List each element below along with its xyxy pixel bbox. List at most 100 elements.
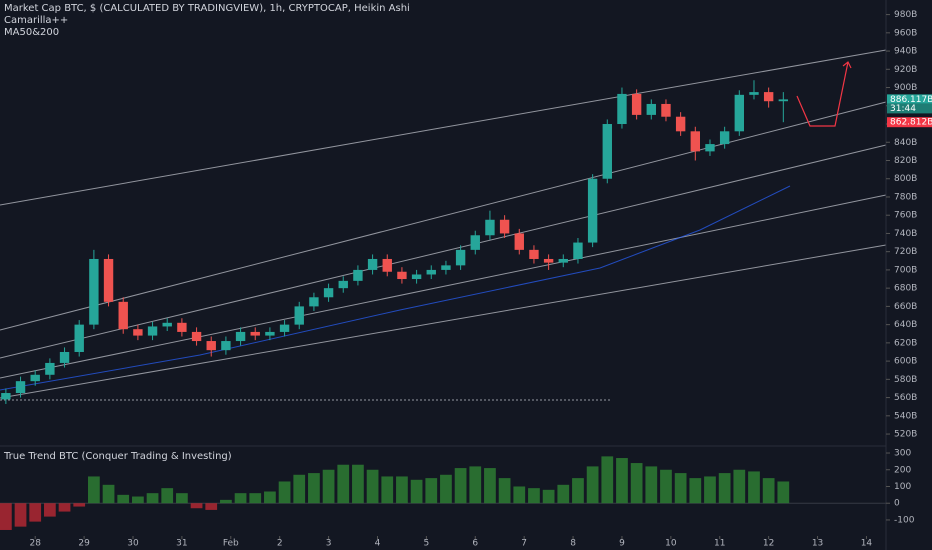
osc-bar bbox=[704, 476, 716, 504]
osc-bar bbox=[425, 478, 438, 504]
candle-body bbox=[250, 331, 260, 336]
candle-body bbox=[441, 265, 451, 270]
x-tick-label: 13 bbox=[812, 539, 823, 549]
candle-body bbox=[133, 329, 143, 336]
price-label: 886.117B bbox=[890, 95, 932, 105]
osc-bar bbox=[352, 464, 364, 504]
osc-bar bbox=[293, 474, 306, 504]
candle-body bbox=[1, 393, 11, 400]
x-tick-label: 2 bbox=[277, 539, 283, 549]
candle-body bbox=[279, 324, 290, 332]
x-tick-label: 9 bbox=[619, 539, 625, 549]
candle-body bbox=[749, 92, 759, 95]
arrow-head bbox=[842, 61, 852, 69]
candle-body bbox=[602, 124, 612, 179]
projection-arrow bbox=[796, 61, 849, 127]
y-tick-label: 940B bbox=[894, 47, 917, 57]
osc-bar bbox=[513, 486, 526, 504]
x-tick-label: 4 bbox=[375, 539, 381, 549]
candle-body bbox=[30, 374, 40, 382]
osc-bar bbox=[748, 471, 760, 504]
candle-body bbox=[778, 99, 789, 102]
candle-body bbox=[367, 258, 378, 270]
y-tick-label: 660B bbox=[894, 302, 917, 312]
osc-bar bbox=[484, 468, 496, 504]
candle-body bbox=[338, 280, 348, 289]
osc-bar bbox=[440, 474, 452, 504]
y-tick-label: 540B bbox=[894, 411, 917, 421]
osc-bar bbox=[469, 466, 482, 504]
price-label-box bbox=[887, 94, 932, 105]
y-tick-label: 900B bbox=[894, 83, 917, 93]
osc-bar bbox=[234, 493, 247, 504]
osc-bar bbox=[733, 469, 746, 504]
candle-body bbox=[177, 322, 187, 332]
osc-bar bbox=[117, 494, 130, 504]
price-label-box bbox=[887, 103, 932, 114]
candle-body bbox=[617, 93, 627, 125]
x-tick-label: 31 bbox=[176, 539, 187, 549]
osc-bar bbox=[264, 491, 276, 504]
candle-body bbox=[455, 249, 466, 266]
candle-body bbox=[411, 274, 422, 280]
candle-body bbox=[118, 301, 128, 330]
candle-body bbox=[265, 331, 275, 336]
x-tick-label: 12 bbox=[763, 539, 774, 549]
osc-bar bbox=[102, 484, 115, 504]
candle-body bbox=[191, 331, 202, 342]
osc-bar bbox=[278, 481, 291, 504]
osc-bar bbox=[58, 503, 71, 512]
candle-body bbox=[15, 381, 26, 394]
indicator-label: Camarilla++ bbox=[4, 15, 68, 26]
x-tick-label: 14 bbox=[861, 539, 873, 549]
x-tick-label: 6 bbox=[472, 539, 478, 549]
candle-body bbox=[470, 235, 480, 250]
candle-body bbox=[631, 93, 642, 115]
osc-bar bbox=[762, 478, 775, 504]
osc-bar bbox=[176, 493, 188, 504]
y-tick-label: 600B bbox=[894, 357, 917, 367]
candle-body bbox=[294, 306, 304, 325]
osc-bar bbox=[689, 478, 702, 504]
y-tick-label: 800B bbox=[894, 174, 917, 184]
osc-bar bbox=[528, 488, 540, 504]
y-tick-label: 520B bbox=[894, 430, 917, 440]
candle-body bbox=[646, 103, 656, 115]
osc-bar bbox=[572, 478, 584, 504]
x-tick-label: 3 bbox=[326, 539, 332, 549]
y-tick-label: 620B bbox=[894, 338, 917, 348]
osc-bar bbox=[132, 496, 144, 504]
indicator-label: MA50&200 bbox=[4, 27, 59, 38]
osc-bar bbox=[0, 503, 12, 530]
x-tick-label: 5 bbox=[424, 539, 430, 549]
candle-body bbox=[235, 331, 246, 342]
candle-body bbox=[719, 131, 730, 145]
y-tick-label: 780B bbox=[894, 192, 917, 202]
candle-body bbox=[763, 92, 774, 102]
candle-body bbox=[573, 242, 583, 259]
x-tick-label: 8 bbox=[570, 539, 576, 549]
oscillator-title: True Trend BTC (Conquer Trading & Invest… bbox=[3, 451, 232, 462]
osc-bar bbox=[601, 456, 614, 504]
y-tick-label: 720B bbox=[894, 247, 917, 257]
candle-body bbox=[675, 116, 686, 132]
x-tick-label: 28 bbox=[29, 539, 41, 549]
candle-body bbox=[74, 324, 84, 352]
osc-tick-label: 200 bbox=[894, 465, 911, 475]
price-label: 31:44 bbox=[890, 104, 916, 114]
x-tick-label: 7 bbox=[521, 539, 527, 549]
x-tick-label: 11 bbox=[714, 539, 725, 549]
osc-tick-label: 100 bbox=[894, 482, 911, 492]
y-tick-label: 980B bbox=[894, 10, 917, 20]
candle-body bbox=[529, 249, 539, 259]
y-tick-label: 580B bbox=[894, 375, 917, 385]
osc-bar bbox=[249, 493, 262, 504]
candle-body bbox=[499, 219, 510, 234]
osc-bar bbox=[396, 476, 408, 504]
x-tick-label: 30 bbox=[127, 539, 139, 549]
candle-body bbox=[147, 326, 158, 336]
osc-bar bbox=[146, 493, 159, 504]
osc-bar bbox=[630, 463, 643, 504]
y-tick-label: 560B bbox=[894, 393, 917, 403]
osc-bar bbox=[366, 469, 379, 504]
